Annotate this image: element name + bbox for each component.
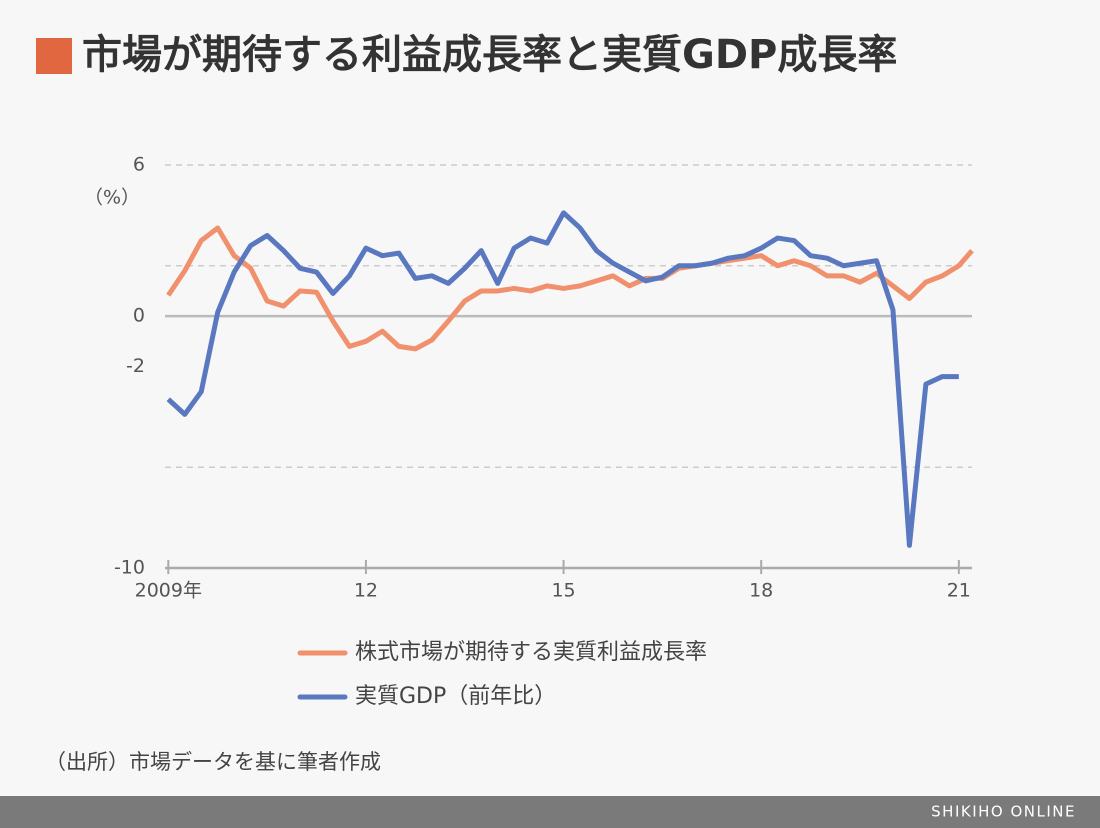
x-tick-label: 18: [749, 580, 773, 602]
footer-bar: [0, 796, 1100, 828]
chart-title: 市場が期待する利益成長率と実質GDP成長率: [82, 32, 897, 78]
data-line: [166, 210, 959, 548]
y-tick-label: 6: [133, 154, 145, 176]
title-marker: [36, 38, 72, 74]
data-line: [166, 225, 974, 352]
legend-label: 株式市場が期待する実質利益成長率: [355, 640, 707, 665]
x-tick-label: 2009年: [135, 580, 202, 602]
footer-brand: SHIKIHO ONLINE: [931, 803, 1076, 821]
source-note: （出所）市場データを基に筆者作成: [45, 750, 381, 774]
y-tick-label: -10: [114, 557, 145, 579]
y-tick-label: 0: [133, 305, 145, 327]
x-tick-label: 21: [947, 580, 971, 602]
legend-label: 実質GDP（前年比）: [355, 684, 556, 709]
x-tick-label: 12: [354, 580, 378, 602]
y-unit-label: （%）: [84, 187, 140, 209]
x-tick-label: 15: [551, 580, 575, 602]
y-tick-label: -2: [126, 355, 145, 377]
